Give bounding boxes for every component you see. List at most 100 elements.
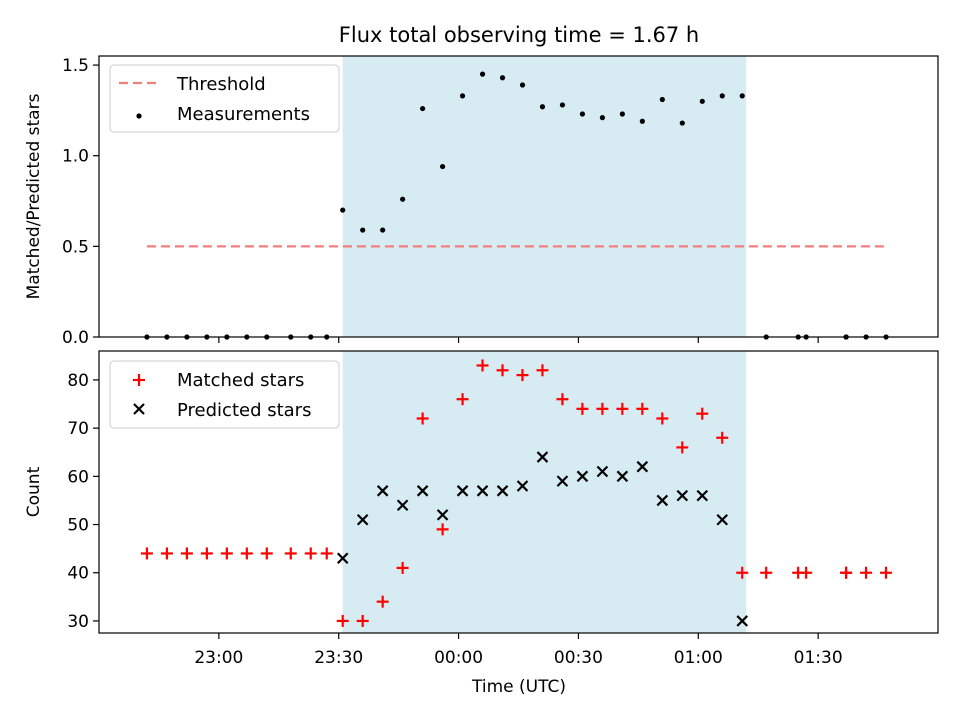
count-y-axis-label: Count bbox=[24, 466, 44, 517]
predicted-stars-point bbox=[676, 489, 689, 502]
predicted-stars-point bbox=[516, 480, 529, 492]
measurement-point bbox=[679, 120, 685, 126]
measurement-point bbox=[340, 207, 346, 213]
matched-stars-point bbox=[416, 412, 429, 425]
matched-stars-point bbox=[536, 364, 549, 377]
matched-stars-point bbox=[616, 402, 629, 415]
ratio-panel-frame bbox=[98, 55, 939, 338]
measurement-point bbox=[499, 75, 506, 81]
predicted-stars-point bbox=[596, 465, 609, 478]
predicted-stars-point bbox=[496, 485, 509, 497]
predicted-stars-point bbox=[656, 494, 669, 507]
measurement-point bbox=[699, 98, 705, 104]
measurement-point bbox=[479, 71, 486, 77]
y-tick-label: 30 bbox=[67, 612, 89, 632]
legend-measurements-swatch bbox=[136, 113, 142, 119]
measurement-point bbox=[639, 118, 645, 124]
matched-stars-point bbox=[456, 393, 469, 406]
matched-stars-point bbox=[336, 614, 349, 627]
time-axis-ticks: 23:00 23:30 00:00 00:30 01:00 01:30 bbox=[194, 648, 842, 668]
measurement-point bbox=[659, 96, 665, 103]
matched-stars-point bbox=[696, 407, 709, 420]
ratio-legend: Threshold Measurements bbox=[109, 64, 340, 133]
matched-stars-point bbox=[860, 566, 873, 579]
matched-stars-point bbox=[304, 547, 317, 560]
measurement-point bbox=[619, 111, 625, 117]
measurement-point bbox=[599, 115, 606, 121]
matched-stars-point bbox=[516, 369, 529, 382]
measurement-point bbox=[360, 227, 366, 233]
matched-stars-point bbox=[556, 393, 569, 406]
x-tick-label: 01:30 bbox=[794, 648, 843, 668]
y-tick-label: 60 bbox=[67, 467, 89, 487]
ratio-panel-shaded-span bbox=[342, 56, 747, 337]
x-tick-label: 23:00 bbox=[194, 648, 243, 668]
predicted-stars-point bbox=[536, 451, 549, 463]
matched-stars-point bbox=[880, 566, 893, 579]
count-panel-ticks: 30 40 50 60 70 80 bbox=[67, 371, 819, 639]
measurement-point bbox=[400, 196, 406, 202]
legend-matched-label: Matched stars bbox=[177, 370, 304, 391]
predicted-stars-point bbox=[376, 485, 389, 497]
ratio-panel-marks bbox=[144, 71, 889, 340]
y-tick-label: 0.5 bbox=[62, 237, 89, 257]
count-legend-box bbox=[109, 360, 340, 429]
matched-stars-point bbox=[396, 561, 409, 574]
matched-stars-point bbox=[636, 402, 649, 415]
matched-stars-point bbox=[140, 547, 153, 560]
count-panel-marks bbox=[140, 359, 893, 627]
predicted-stars-point bbox=[476, 485, 489, 497]
y-tick-label: 40 bbox=[67, 564, 89, 584]
matched-stars-point bbox=[284, 547, 297, 560]
legend-predicted-label: Predicted stars bbox=[177, 400, 311, 421]
legend-predicted-swatch bbox=[133, 403, 145, 415]
ratio-y-axis-label: Matched/Predicted stars bbox=[24, 93, 44, 299]
ratio-panel: 0.0 0.5 1.0 1.5 Matched/Predicted stars Thr… bbox=[24, 55, 939, 348]
x-tick-label: 00:30 bbox=[554, 648, 603, 668]
x-tick-label: 01:00 bbox=[674, 648, 723, 668]
predicted-stars-point bbox=[416, 485, 429, 497]
matched-stars-point bbox=[576, 402, 589, 415]
matched-stars-point bbox=[800, 566, 813, 579]
count-panel: 30 40 50 60 70 80 Count Matched stars Predict… bbox=[24, 350, 939, 639]
x-tick-label: 00:00 bbox=[434, 648, 483, 668]
measurement-point bbox=[739, 93, 745, 99]
measurement-point bbox=[420, 105, 426, 112]
predicted-stars-point bbox=[576, 470, 589, 483]
x-tick-label: 23:30 bbox=[314, 648, 363, 668]
matched-stars-point bbox=[656, 412, 669, 425]
predicted-stars-point bbox=[336, 552, 349, 565]
predicted-stars-point bbox=[736, 615, 749, 627]
predicted-stars-point bbox=[616, 470, 629, 483]
x-axis-label: Time (UTC) bbox=[471, 677, 566, 697]
measurement-point bbox=[380, 227, 386, 233]
predicted-stars-point bbox=[436, 509, 449, 521]
matched-stars-point bbox=[376, 595, 389, 608]
predicted-stars-point bbox=[456, 485, 469, 497]
matched-stars-point bbox=[736, 566, 749, 579]
legend-threshold-label: Threshold bbox=[176, 74, 266, 95]
matched-stars-point bbox=[436, 523, 449, 536]
ratio-legend-box bbox=[109, 64, 340, 133]
measurement-point bbox=[459, 93, 466, 99]
measurement-point bbox=[519, 82, 526, 88]
matched-stars-point bbox=[180, 547, 193, 560]
matched-stars-point bbox=[240, 547, 253, 560]
y-tick-label: 1.0 bbox=[62, 147, 89, 167]
y-tick-label: 0.0 bbox=[62, 328, 89, 348]
measurement-point bbox=[579, 111, 586, 117]
measurement-point bbox=[559, 102, 566, 108]
y-tick-label: 1.5 bbox=[62, 56, 89, 76]
predicted-stars-point bbox=[356, 513, 369, 526]
legend-measurements-label: Measurements bbox=[177, 104, 310, 125]
measurement-point bbox=[719, 93, 725, 99]
matched-stars-point bbox=[220, 547, 233, 560]
legend-matched-swatch bbox=[133, 374, 145, 386]
matched-stars-point bbox=[200, 547, 213, 560]
matched-stars-point bbox=[476, 359, 489, 372]
matched-stars-point bbox=[320, 547, 333, 560]
predicted-stars-point bbox=[696, 489, 709, 502]
matched-stars-point bbox=[260, 547, 273, 560]
matched-stars-point bbox=[496, 364, 509, 377]
